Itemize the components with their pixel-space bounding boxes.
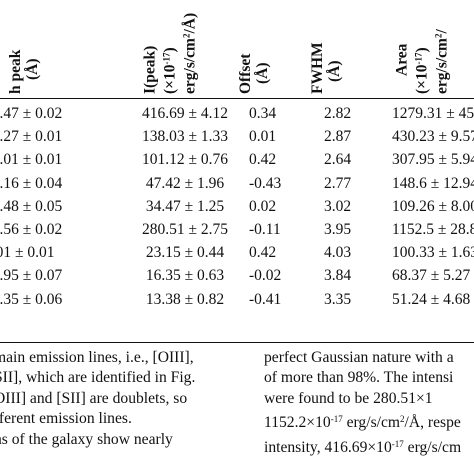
cell-area: 1279.31 ± 45.9 [392, 105, 474, 122]
cell-area: 148.6 ± 12.94 [392, 174, 474, 192]
cell-fwhm: 2.64 [324, 151, 352, 169]
cell-area: 1152.5 ± 28.84 [392, 220, 474, 238]
cell-offset: -0.11 [249, 220, 281, 238]
cell-wavelength: 32.95 ± 0.07 [0, 267, 63, 285]
header-unit-scale: (×10-17) [413, 47, 431, 94]
cell-area: 51.24 ± 4.68 [392, 290, 471, 308]
cell-offset: 0.42 [249, 244, 277, 262]
cell-fwhm: 3.35 [324, 290, 352, 308]
table-row: 35.35 ± 0.06 13.38 ± 0.82 -0.41 3.35 51.… [0, 288, 474, 311]
cell-area: 307.95 ± 5.94 [392, 151, 474, 169]
text-line: ns of the galaxy show nearly [0, 430, 173, 448]
cell-fwhm: 4.03 [324, 244, 352, 262]
header-unit: erg/s/cm2/ [433, 29, 451, 94]
table-bottom-rule [0, 342, 474, 344]
cell-offset: 0.02 [249, 197, 277, 215]
cell-wavelength: 35.35 ± 0.06 [0, 290, 63, 308]
cell-wavelength: 63.01 ± 0.01 [0, 151, 63, 169]
header-offset: Offset (Å) [237, 2, 280, 94]
cell-fwhm: 3.02 [324, 197, 352, 215]
table-header: h peak (Å) I(peak) (×10-17) erg/s/cm2/Å)… [0, 0, 474, 96]
cell-intensity: 47.42 ± 1.96 [145, 174, 225, 192]
table-row: 63.01 ± 0.01 101.12 ± 0.76 0.42 2.64 307… [0, 148, 474, 171]
table-top-rule [0, 98, 474, 100]
cell-offset: -0.02 [249, 267, 282, 285]
table-row: 60.27 ± 0.01 138.03 ± 1.33 0.01 2.87 430… [0, 125, 474, 148]
text-line: were found to be 280.51×1 [264, 389, 433, 407]
text-line: main emission lines, i.e., [OIII], [0, 349, 194, 366]
table-body: 08.47 ± 0.02 416.69 ± 4.12 0.34 2.82 127… [0, 102, 474, 311]
cell-offset: -0.41 [249, 290, 282, 308]
cell-offset: 0.42 [249, 151, 277, 169]
text-line: fferent emission lines. [0, 410, 132, 428]
text-line: perfect Gaussian nature with a [264, 349, 454, 366]
cell-area: 109.26 ± 8.00 [392, 197, 474, 215]
text-line: SII], which are identified in Fig. [0, 369, 196, 387]
header-label: Offset [237, 53, 254, 94]
header-unit: erg/s/cm2/Å) [181, 12, 199, 94]
text-line: 1152.2×10-17 erg/s/cm2/Å, respe [264, 414, 461, 432]
header-unit: (Å) [326, 60, 343, 82]
cell-wavelength: 60.27 ± 0.01 [0, 128, 63, 146]
text-line: intensity, 416.69×10-17 erg/s/cm [264, 438, 462, 456]
cell-intensity: 16.35 ± 0.63 [145, 267, 225, 285]
cell-offset: -0.43 [249, 174, 282, 192]
cell-area: 430.23 ± 9.57 [392, 128, 474, 146]
cell-fwhm: 2.87 [324, 128, 352, 146]
cell-fwhm: 3.95 [324, 220, 352, 238]
cell-wavelength: 41.16 ± 0.04 [0, 174, 63, 192]
cell-intensity: 23.15 ± 0.44 [145, 244, 225, 262]
header-intensity-peak: I(peak) (×10-17) erg/s/cm2/Å) [142, 2, 230, 94]
text-line: OIII] and [SII] are doublets, so [0, 389, 188, 407]
table-row: 9.01 ± 0.01 23.15 ± 0.44 0.42 4.03 100.3… [0, 241, 474, 264]
text-line: of more than 98%. The intensi [264, 369, 454, 387]
header-label: FWHM [309, 42, 326, 94]
cell-area: 100.33 ± 1.63 [392, 244, 474, 262]
cell-wavelength: 08.47 ± 0.02 [0, 105, 63, 122]
cell-wavelength: 69.48 ± 0.05 [0, 197, 63, 215]
body-text-right-column: perfect Gaussian nature with a of more t… [264, 348, 474, 458]
cell-fwhm: 3.84 [324, 267, 352, 285]
header-unit: (Å) [254, 62, 271, 84]
header-unit-scale: (×10-17) [161, 47, 179, 94]
header-label: Area [393, 43, 411, 76]
cell-intensity: 138.03 ± 1.33 [141, 128, 228, 146]
table-row: 41.16 ± 0.04 47.42 ± 1.96 -0.43 2.77 148… [0, 172, 474, 195]
table-row: 08.47 ± 0.02 416.69 ± 4.12 0.34 2.82 127… [0, 102, 474, 125]
cell-intensity: 34.47 ± 1.25 [145, 197, 225, 215]
header-wavelength-peak: h peak (Å) [0, 2, 60, 94]
header-area: Area (×10-17) erg/s/cm2/ [393, 2, 474, 94]
cell-offset: 0.01 [249, 128, 277, 146]
cell-offset: 0.34 [249, 105, 277, 122]
cell-fwhm: 2.77 [324, 174, 352, 192]
cell-intensity: 280.51 ± 2.75 [141, 220, 228, 238]
header-fwhm: FWHM (Å) [309, 2, 352, 94]
cell-area: 68.37 ± 5.27 [392, 267, 471, 285]
cell-fwhm: 2.82 [324, 105, 352, 122]
header-label: h peak [7, 49, 24, 94]
header-unit: (Å) [24, 58, 41, 80]
cell-intensity: 13.38 ± 0.82 [145, 290, 225, 308]
cell-wavelength: 9.01 ± 0.01 [0, 244, 55, 262]
table-row: 64.56 ± 0.02 280.51 ± 2.75 -0.11 3.95 11… [0, 218, 474, 241]
table-row: 69.48 ± 0.05 34.47 ± 1.25 0.02 3.02 109.… [0, 195, 474, 218]
body-text-left-column: main emission lines, i.e., [OIII], SII],… [0, 348, 234, 450]
table-row: 32.95 ± 0.07 16.35 ± 0.63 -0.02 3.84 68.… [0, 264, 474, 287]
cell-intensity: 416.69 ± 4.12 [141, 105, 228, 122]
cell-intensity: 101.12 ± 0.76 [141, 151, 228, 169]
cell-wavelength: 64.56 ± 0.02 [0, 220, 63, 238]
header-label: I(peak) [141, 45, 159, 94]
